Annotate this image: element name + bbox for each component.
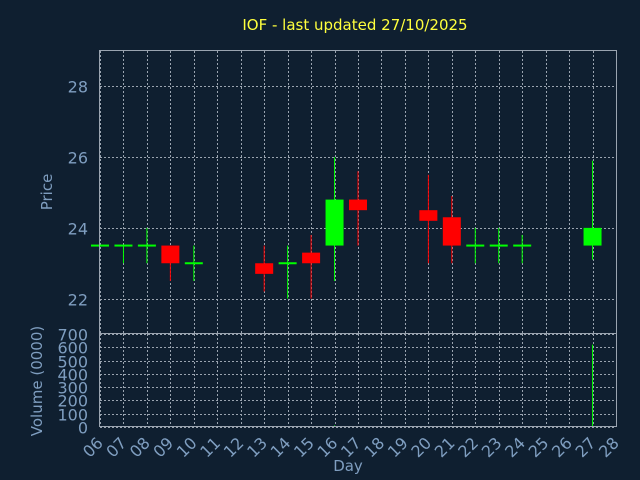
candle-body bbox=[513, 244, 532, 247]
candle-body bbox=[161, 245, 180, 264]
candle-body bbox=[137, 244, 156, 247]
candle-body bbox=[489, 244, 508, 247]
price-tick-label: 28 bbox=[68, 78, 88, 97]
price-tick-label: 22 bbox=[68, 291, 88, 310]
volume-tick-label: 700 bbox=[57, 326, 88, 345]
candle-body bbox=[255, 263, 274, 274]
volume-tick-label: 400 bbox=[57, 366, 88, 385]
volume-tick-label: 300 bbox=[57, 379, 88, 398]
candle-body bbox=[114, 244, 133, 247]
volume-tick-label: 100 bbox=[57, 406, 88, 425]
price-tick-label: 24 bbox=[68, 220, 88, 239]
x-tick-label: 28 bbox=[595, 433, 623, 461]
price-tick-label: 26 bbox=[68, 149, 88, 168]
candle-body bbox=[466, 244, 485, 247]
volume-tick-label: 0 bbox=[78, 419, 88, 438]
candle-body bbox=[583, 227, 602, 246]
candle-body bbox=[325, 199, 344, 246]
volume-tick-label: 200 bbox=[57, 392, 88, 411]
candle-body bbox=[302, 252, 321, 264]
candles bbox=[91, 157, 602, 299]
volume-tick-label: 600 bbox=[57, 339, 88, 358]
candle-body bbox=[349, 199, 367, 211]
price-axis: 22 24 26 28 bbox=[68, 78, 88, 310]
candle-body bbox=[184, 262, 203, 265]
price-axis-label: Price bbox=[38, 174, 56, 211]
candle-body bbox=[278, 262, 297, 265]
price-grid bbox=[100, 51, 617, 334]
candle-body bbox=[419, 210, 438, 221]
volume-axis-label: Volume (0000) bbox=[28, 326, 46, 436]
chart-title: IOF - last updated 27/10/2025 bbox=[242, 16, 467, 34]
candle-body bbox=[442, 217, 461, 246]
volume-tick-label: 500 bbox=[57, 353, 88, 372]
volume-panel-frame bbox=[99, 333, 617, 427]
x-axis-label: Day bbox=[333, 457, 363, 475]
volume-grid bbox=[100, 334, 617, 428]
